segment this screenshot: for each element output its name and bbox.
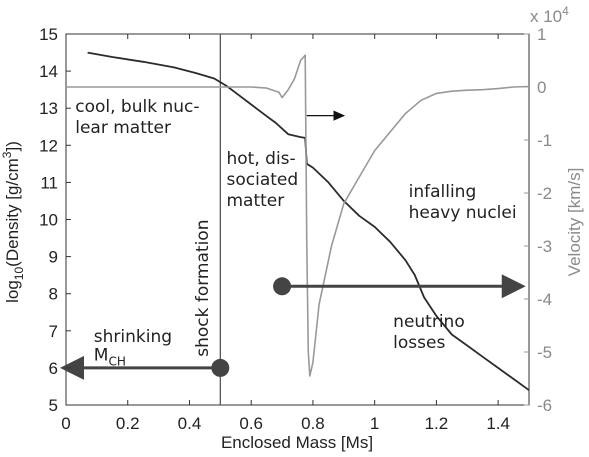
y-left-tick-label: 9 <box>49 248 58 267</box>
y-left-label-prefix: log <box>3 280 22 303</box>
annotation-mch: MCH <box>94 345 126 368</box>
y-left-tick-label: 13 <box>39 99 58 118</box>
axis-ticks: 0 0.2 0.4 0.6 0.8 1 1.2 1.456789101112131415-6-… <box>39 25 552 433</box>
x-tick-label: 1.2 <box>425 414 449 433</box>
mch-base: M <box>94 345 109 365</box>
y-left-tick-label: 10 <box>39 211 58 230</box>
multiplier-exp: 4 <box>562 4 569 18</box>
annotation-hot-line: matter <box>227 191 285 211</box>
right-arrow-dot <box>273 277 292 296</box>
y-right-tick-label: -1 <box>537 131 552 150</box>
plot-area <box>60 33 530 406</box>
x-tick-label: 0.2 <box>116 414 140 433</box>
annotation-infalling-line: heavy nuclei <box>409 203 517 223</box>
annotation-infalling-line: infalling <box>409 182 477 202</box>
y-right-tick-label: 1 <box>537 25 546 44</box>
velocity-curve <box>66 54 530 377</box>
annotation-neutrino: neutrino losses <box>393 312 465 353</box>
y-left-tick-label: 12 <box>39 136 58 155</box>
y-left-tick-label: 11 <box>40 173 58 192</box>
x-axis-label: Enclosed Mass [Ms] <box>221 433 373 452</box>
multiplier-base: x 10 <box>530 7 562 26</box>
y-left-label-suffix: ]) <box>3 141 22 151</box>
annotation-hot-line: sociated <box>227 170 299 190</box>
y-left-tick-label: 5 <box>49 396 58 415</box>
x-tick-label: 0.6 <box>239 414 263 433</box>
x-tick-label: 0.8 <box>301 414 325 433</box>
y-left-label-mid: (Density [g/cm <box>3 158 22 267</box>
annotation-cool: cool, bulk nuc-lear matter <box>75 97 199 138</box>
density-curve <box>87 51 530 391</box>
annotation-infalling: infalling heavy nuclei <box>409 182 517 223</box>
y-left-tick-label: 14 <box>39 62 58 81</box>
y-left-tick-label: 8 <box>49 285 58 304</box>
annotation-shrinking: shrinking <box>94 327 172 347</box>
y-left-tick-label: 15 <box>39 25 58 44</box>
annotation-cool-line: cool, bulk nuc- <box>75 97 199 117</box>
y-right-tick-label: 0 <box>537 78 546 97</box>
y-right-tick-label: -4 <box>537 290 552 309</box>
y-right-tick-label: -6 <box>537 396 552 415</box>
y-left-label-sup: 3 <box>0 151 14 158</box>
annotation-neutrino-line: neutrino <box>393 312 465 332</box>
x-tick-label: 0.4 <box>178 414 202 433</box>
y-left-label-sub: 10 <box>12 267 26 281</box>
annotation-neutrino-line: losses <box>393 333 445 353</box>
y-right-multiplier: x 104 <box>530 4 569 26</box>
y-left-tick-label: 6 <box>49 359 58 378</box>
y-axis-left-label: log10(Density [g/cm3]) <box>0 141 26 303</box>
left-arrow-dot <box>211 358 230 377</box>
y-right-tick-label: -3 <box>537 237 552 256</box>
annotation-shrinking-line: shrinking <box>94 327 172 347</box>
annotation-shock: shock formation <box>193 220 213 357</box>
y-left-tick-label: 7 <box>49 322 58 341</box>
y-axis-right-label: Velocity [km/s] <box>565 168 584 277</box>
annotation-hot: hot, dis-sociated matter <box>227 149 299 211</box>
annotations: cool, bulk nuc-lear matter hot, dis-socia… <box>75 97 516 369</box>
annotation-cool-line: lear matter <box>75 118 171 138</box>
annotation-hot-line: hot, dis- <box>227 149 296 169</box>
y-right-tick-label: -5 <box>537 343 552 362</box>
x-tick-label: 0 <box>61 414 70 433</box>
mch-sub: CH <box>108 354 125 368</box>
x-tick-label: 1.4 <box>486 414 510 433</box>
y-right-tick-label: -2 <box>537 184 552 203</box>
x-tick-label: 1 <box>370 414 379 433</box>
